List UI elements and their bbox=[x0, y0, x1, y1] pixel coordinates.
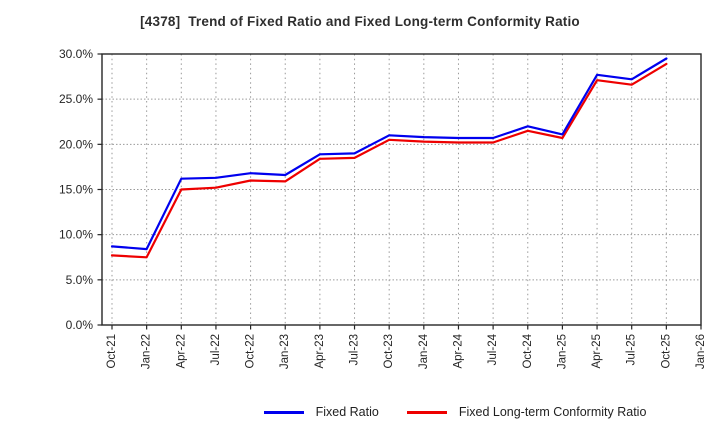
grid-lines bbox=[102, 54, 701, 325]
y-tick-label: 30.0% bbox=[59, 47, 93, 61]
legend-item-fixed-ratio: Fixed Ratio bbox=[263, 405, 379, 419]
legend-swatch-fixed-ratio bbox=[263, 410, 304, 414]
y-tick-label: 10.0% bbox=[59, 228, 93, 242]
x-tick-label: Oct-23 bbox=[383, 334, 395, 369]
x-tick-label: Jan-23 bbox=[279, 334, 291, 369]
chart-title: [4378] Trend of Fixed Ratio and Fixed Lo… bbox=[140, 14, 580, 29]
x-tick-label: Jul-25 bbox=[626, 334, 638, 365]
series-line-fixed-ratio bbox=[110, 57, 668, 251]
x-tick-label: Jan-22 bbox=[141, 334, 153, 369]
x-tick-label: Jan-26 bbox=[695, 334, 707, 369]
legend-item-fixed-long-term: Fixed Long-term Conformity Ratio bbox=[406, 405, 647, 419]
x-tick-label: Oct-21 bbox=[106, 334, 118, 369]
x-tick-label: Jul-24 bbox=[487, 333, 499, 365]
legend-swatch-fixed-long-term bbox=[406, 410, 447, 414]
x-tick-label: Apr-23 bbox=[314, 334, 326, 369]
axis-ticks bbox=[97, 53, 702, 330]
x-tick-label: Jan-24 bbox=[418, 333, 430, 369]
series-line-fixed-long-term-conformity-ratio bbox=[110, 62, 668, 259]
legend-label-fixed-long-term: Fixed Long-term Conformity Ratio bbox=[458, 405, 647, 419]
x-tick-label: Jan-25 bbox=[556, 334, 568, 369]
plot-border bbox=[101, 53, 702, 326]
x-tick-label: Oct-25 bbox=[660, 334, 672, 369]
x-tick-label: Jul-22 bbox=[210, 334, 222, 365]
x-tick-label: Apr-24 bbox=[452, 333, 464, 368]
y-tick-label: 20.0% bbox=[59, 137, 93, 151]
y-tick-label: 0.0% bbox=[66, 318, 94, 332]
axis-labels: 0.0% 5.0% 10.0% 15.0% 20.0% 25.0% 30.0% Oct-21 J… bbox=[59, 47, 707, 369]
y-tick-label: 5.0% bbox=[66, 273, 94, 287]
x-tick-label: Oct-24 bbox=[522, 333, 534, 368]
x-tick-label: Jul-23 bbox=[349, 334, 361, 365]
x-tick-label: Apr-25 bbox=[591, 334, 603, 369]
legend-label-fixed-ratio: Fixed Ratio bbox=[315, 405, 379, 419]
x-tick-label: Oct-22 bbox=[245, 334, 257, 369]
y-tick-label: 15.0% bbox=[59, 183, 93, 197]
legend: Fixed Ratio Fixed Long-term Conformity R… bbox=[190, 405, 720, 419]
x-tick-label: Apr-22 bbox=[175, 334, 187, 369]
plot-area: 0.0% 5.0% 10.0% 15.0% 20.0% 25.0% 30.0% Oct-21 J… bbox=[59, 47, 707, 369]
y-tick-label: 25.0% bbox=[59, 92, 93, 106]
